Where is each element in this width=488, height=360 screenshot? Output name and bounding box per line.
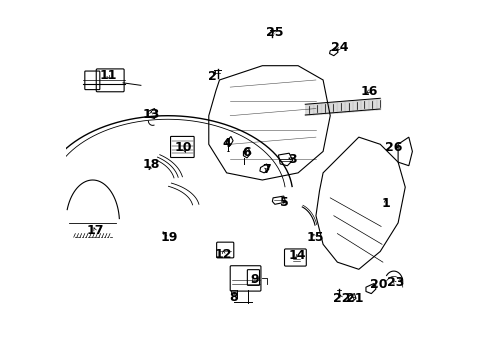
Text: 15: 15 <box>306 231 324 244</box>
Text: 7: 7 <box>262 163 270 176</box>
Text: 25: 25 <box>265 26 283 39</box>
Text: 23: 23 <box>386 276 403 289</box>
Text: 6: 6 <box>242 146 250 159</box>
Text: 20: 20 <box>369 278 386 291</box>
Text: 11: 11 <box>99 69 117 82</box>
Text: 16: 16 <box>359 85 377 98</box>
Text: 13: 13 <box>142 108 159 121</box>
Text: 2: 2 <box>207 70 216 83</box>
Text: 26: 26 <box>385 141 402 154</box>
Text: 10: 10 <box>175 141 192 154</box>
Text: 5: 5 <box>280 195 288 209</box>
Text: 8: 8 <box>228 291 237 304</box>
Text: 21: 21 <box>345 292 363 305</box>
Text: 24: 24 <box>331 41 348 54</box>
Text: 18: 18 <box>142 158 160 171</box>
Text: 17: 17 <box>86 224 104 237</box>
Text: 19: 19 <box>160 231 177 244</box>
Text: 9: 9 <box>250 273 258 286</box>
Text: 14: 14 <box>288 249 305 262</box>
Text: 12: 12 <box>215 248 232 261</box>
Text: 22: 22 <box>332 292 350 305</box>
Text: 3: 3 <box>288 153 296 166</box>
Text: 4: 4 <box>222 137 230 150</box>
Text: 1: 1 <box>381 197 389 210</box>
